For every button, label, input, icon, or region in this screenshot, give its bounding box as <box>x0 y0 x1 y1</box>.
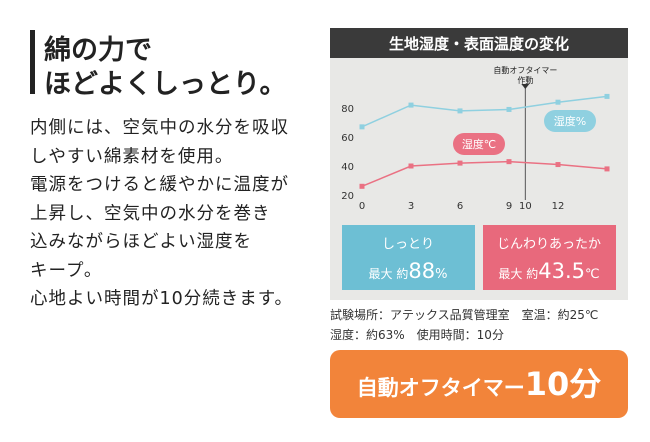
body-text: 込みながらほどよい湿度を <box>30 232 252 252</box>
badge-value: 10分 <box>524 365 602 403</box>
legend-label: 湿度℃ <box>462 137 496 151</box>
point <box>359 124 365 130</box>
series-line <box>361 160 608 187</box>
y-tick-label: 60 <box>341 133 354 144</box>
point <box>604 93 610 99</box>
legend-label: 湿度% <box>554 114 586 128</box>
annotation: 自動オフタイマー <box>493 65 557 75</box>
stat-prefix: 最大 約 <box>369 266 409 281</box>
timer-arrow <box>521 84 530 89</box>
body-text: しやすい綿素材を使用。 <box>30 146 234 167</box>
body-text: 電源をつけると緩やかに温度が <box>30 175 289 195</box>
x-tick-label: 10 <box>519 201 532 212</box>
annotation: 作動 <box>517 75 533 85</box>
stat-title: じんわりあったか <box>497 237 601 252</box>
y-tick-label: 40 <box>341 162 354 173</box>
stat-box <box>342 225 475 290</box>
stat-value: 最大 約43.5℃ <box>498 259 599 283</box>
body-text: キープ。 <box>30 260 103 281</box>
point <box>408 102 414 108</box>
stat-value: 88 <box>408 259 435 283</box>
point <box>408 163 414 169</box>
point <box>457 108 463 114</box>
stat-unit: % <box>435 267 447 282</box>
legend-bubble <box>544 110 596 132</box>
timer-badge: 自動オフタイマー10分 <box>330 350 628 418</box>
badge-text: 自動オフタイマー <box>356 376 525 400</box>
heading-bar <box>30 30 35 94</box>
series-line <box>361 95 608 128</box>
body-text: 心地よい時間が10分続きます。 <box>30 289 294 309</box>
stat-value: 43.5 <box>538 259 585 283</box>
stat-title: しっとり <box>382 237 434 252</box>
heading: ほどよくしっとり。 <box>44 69 287 100</box>
heading: 綿の力で <box>44 35 152 66</box>
point <box>506 159 512 165</box>
x-tick-label: 3 <box>408 201 414 212</box>
y-tick-label: 20 <box>341 191 354 202</box>
point <box>359 183 365 189</box>
note: 試験場所：アテックス品質管理室 室温：約25℃ <box>330 308 599 322</box>
body-text: 内側には、空気中の水分を吸収 <box>30 118 289 138</box>
legend-bubble <box>453 133 505 155</box>
point <box>506 106 512 112</box>
y-tick-label: 80 <box>341 104 354 115</box>
body-text: 上昇し、空気中の水分を巻き <box>30 203 271 224</box>
stat-unit: ℃ <box>585 267 600 282</box>
chart-title: 生地湿度・表面温度の変化 <box>389 35 569 53</box>
stat-prefix: 最大 約 <box>498 266 538 281</box>
point <box>604 166 610 172</box>
note: 湿度：約63% 使用時間：10分 <box>330 328 504 342</box>
x-tick-label: 9 <box>506 201 512 212</box>
point <box>555 99 561 105</box>
title-bar <box>330 28 628 58</box>
x-tick-label: 12 <box>552 201 565 212</box>
stat-value: 最大 約88% <box>369 259 448 283</box>
point <box>555 162 561 168</box>
x-tick-label: 6 <box>457 201 463 212</box>
stat-box <box>483 225 616 290</box>
x-tick-label: 0 <box>359 201 365 212</box>
point <box>457 160 463 166</box>
